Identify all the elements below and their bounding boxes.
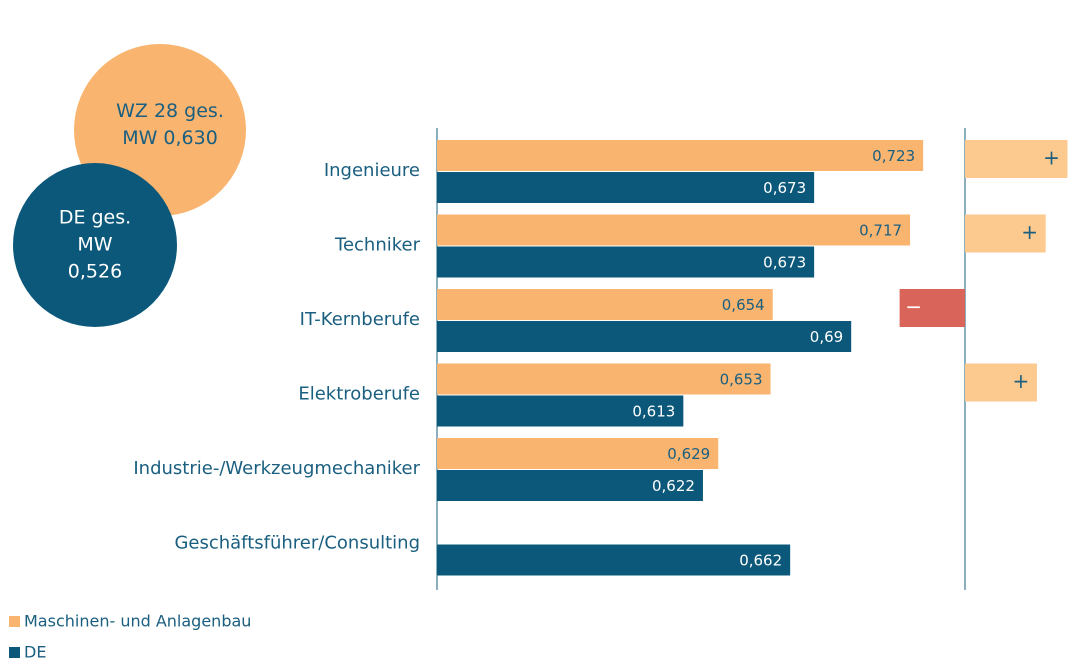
category-label: Ingenieure [324, 160, 420, 181]
value-label: 0,717 [859, 222, 902, 240]
value-label: 0,613 [632, 403, 675, 421]
bar [437, 438, 719, 469]
bar [437, 246, 815, 278]
legend-swatch [9, 616, 20, 627]
legend-swatch [9, 647, 20, 658]
bar [437, 140, 924, 171]
bar [437, 363, 771, 395]
difference-bar [965, 140, 1068, 178]
value-label: 0,654 [722, 296, 765, 314]
category-label: Elektroberufe [298, 384, 420, 405]
bar [437, 289, 773, 320]
difference-bar [965, 363, 1037, 402]
legend-label: DE [24, 643, 46, 662]
difference-label: + [1013, 369, 1030, 393]
value-label: 0,622 [652, 477, 695, 495]
bar [437, 544, 791, 576]
bubble [13, 163, 177, 327]
difference-label: + [1043, 146, 1060, 170]
category-label: Geschäftsführer/Consulting [174, 533, 420, 554]
bubble-label: MW 0,630 [122, 127, 218, 149]
difference-label: − [905, 295, 922, 319]
value-label: 0,673 [763, 179, 806, 197]
legend-label: Maschinen- und Anlagenbau [24, 612, 251, 631]
category-label: IT-Kernberufe [300, 309, 420, 330]
value-label: 0,629 [667, 445, 710, 463]
category-label: Techniker [334, 235, 421, 256]
bar [437, 395, 684, 427]
bar [437, 172, 815, 203]
bubble-label: MW [77, 234, 112, 256]
bubble-label: DE ges. [59, 207, 131, 229]
difference-bar [899, 289, 965, 327]
difference-bar [965, 214, 1046, 253]
category-label: Industrie-/Werkzeugmechaniker [133, 458, 420, 479]
value-label: 0,662 [739, 552, 782, 570]
bar [437, 470, 703, 501]
value-label: 0,653 [720, 371, 763, 389]
bubble-label: WZ 28 ges. [116, 100, 224, 122]
value-label: 0,723 [872, 147, 915, 165]
bar [437, 214, 911, 246]
value-label: 0,673 [763, 254, 806, 272]
bubble-label: 0,526 [68, 261, 122, 283]
difference-label: + [1021, 220, 1038, 244]
value-label: 0,69 [810, 328, 843, 346]
bar [437, 321, 852, 352]
